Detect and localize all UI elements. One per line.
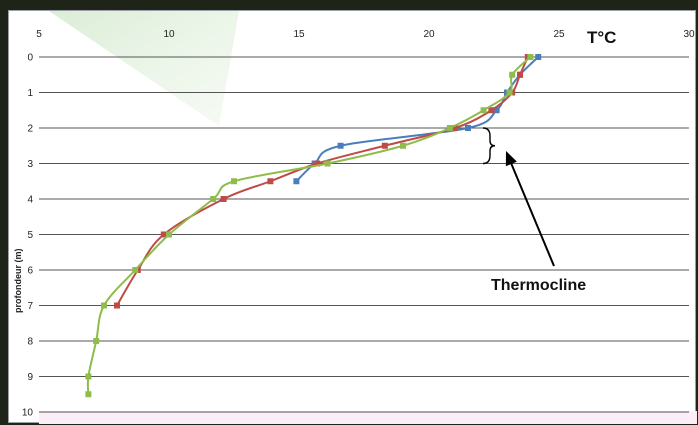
thermocline-arrow xyxy=(510,163,555,267)
series-3-point xyxy=(527,54,534,60)
thermocline-bracket xyxy=(482,127,496,165)
y-tick-label: 2 xyxy=(27,124,33,135)
bottom-band xyxy=(39,411,697,424)
x-tick-label: 5 xyxy=(36,29,42,40)
series-1-point xyxy=(535,54,542,60)
background-watermark xyxy=(49,11,239,126)
y-tick-label: 3 xyxy=(27,159,33,170)
y-tick-label: 0 xyxy=(27,53,33,64)
chart-frame: 5 10 15 20 25 30 0 1 2 3 4 5 6 7 8 9 10 T°C profondeur (… xyxy=(8,10,697,424)
y-tick-label: 5 xyxy=(27,230,33,241)
series-group xyxy=(85,54,542,398)
x-tick-label: 10 xyxy=(163,29,175,40)
series-2-point xyxy=(314,160,321,167)
ticks: 5 10 15 20 25 30 0 1 2 3 4 5 6 7 8 9 10 xyxy=(22,29,695,419)
x-tick-label: 15 xyxy=(293,29,305,40)
series-3-point xyxy=(93,338,100,344)
series-2-point xyxy=(452,125,458,131)
series-3-point xyxy=(506,89,513,96)
thermocline-label: Thermocline xyxy=(491,277,586,294)
series-3-point xyxy=(132,267,139,273)
thermocline-arrow-head xyxy=(505,151,517,167)
series-1-point xyxy=(493,107,500,114)
series-2-point xyxy=(160,231,167,238)
series-3-point xyxy=(400,142,406,149)
series-2-point xyxy=(381,142,388,149)
series-1-point xyxy=(337,142,344,149)
series-3-point xyxy=(324,160,331,167)
series-3-point xyxy=(85,373,92,380)
y-tick-label: 1 xyxy=(27,88,33,99)
series-3-point xyxy=(480,107,487,114)
series-2-point xyxy=(488,107,495,114)
depth-temperature-chart: 5 10 15 20 25 30 0 1 2 3 4 5 6 7 8 9 10 T°C profondeur (… xyxy=(13,11,697,424)
x-tick-label: 25 xyxy=(553,29,565,40)
x-tick-label: 30 xyxy=(683,29,695,40)
y-tick-label: 9 xyxy=(27,372,33,383)
series-1-point xyxy=(465,125,471,131)
y-tick-label: 7 xyxy=(27,301,33,312)
series-2-point xyxy=(517,71,523,78)
series-3-line xyxy=(86,56,532,395)
series-1-point xyxy=(293,178,300,185)
y-axis-label: profondeur (m) xyxy=(13,249,23,314)
series-2-point xyxy=(220,196,227,202)
series-3-point xyxy=(210,196,217,202)
series-2-point xyxy=(267,178,274,185)
y-tick-label: 6 xyxy=(27,266,33,277)
series-2-point xyxy=(114,302,120,309)
series-3-point xyxy=(85,391,92,398)
x-tick-label: 20 xyxy=(423,29,435,40)
series-3-point xyxy=(231,178,237,185)
series-3-point xyxy=(509,71,516,78)
y-tick-label: 10 xyxy=(22,408,34,419)
x-axis-unit: T°C xyxy=(587,28,616,47)
series-3-point xyxy=(446,125,453,131)
grid xyxy=(39,56,689,413)
series-3 xyxy=(85,54,534,398)
y-tick-label: 8 xyxy=(27,337,33,348)
series-3-point xyxy=(101,302,107,309)
series-3-point xyxy=(166,231,172,238)
y-tick-label: 4 xyxy=(27,195,33,206)
